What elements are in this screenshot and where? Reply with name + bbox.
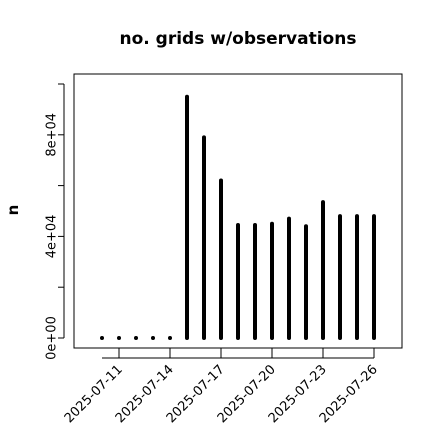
plot-frame bbox=[73, 73, 403, 349]
y-tick-label: 8e+04 bbox=[45, 113, 60, 157]
x-ticks: 2025-07-112025-07-142025-07-172025-07-20… bbox=[62, 348, 381, 426]
y-tick-label: 4e+04 bbox=[45, 215, 60, 259]
y-ticks: 0e+00 4e+04 8e+04 bbox=[45, 83, 64, 360]
y-tick-label: 0e+00 bbox=[45, 316, 60, 360]
y-axis-label: n bbox=[4, 205, 22, 216]
chart-title: no. grids w/observations bbox=[120, 29, 357, 49]
bars bbox=[100, 94, 376, 340]
